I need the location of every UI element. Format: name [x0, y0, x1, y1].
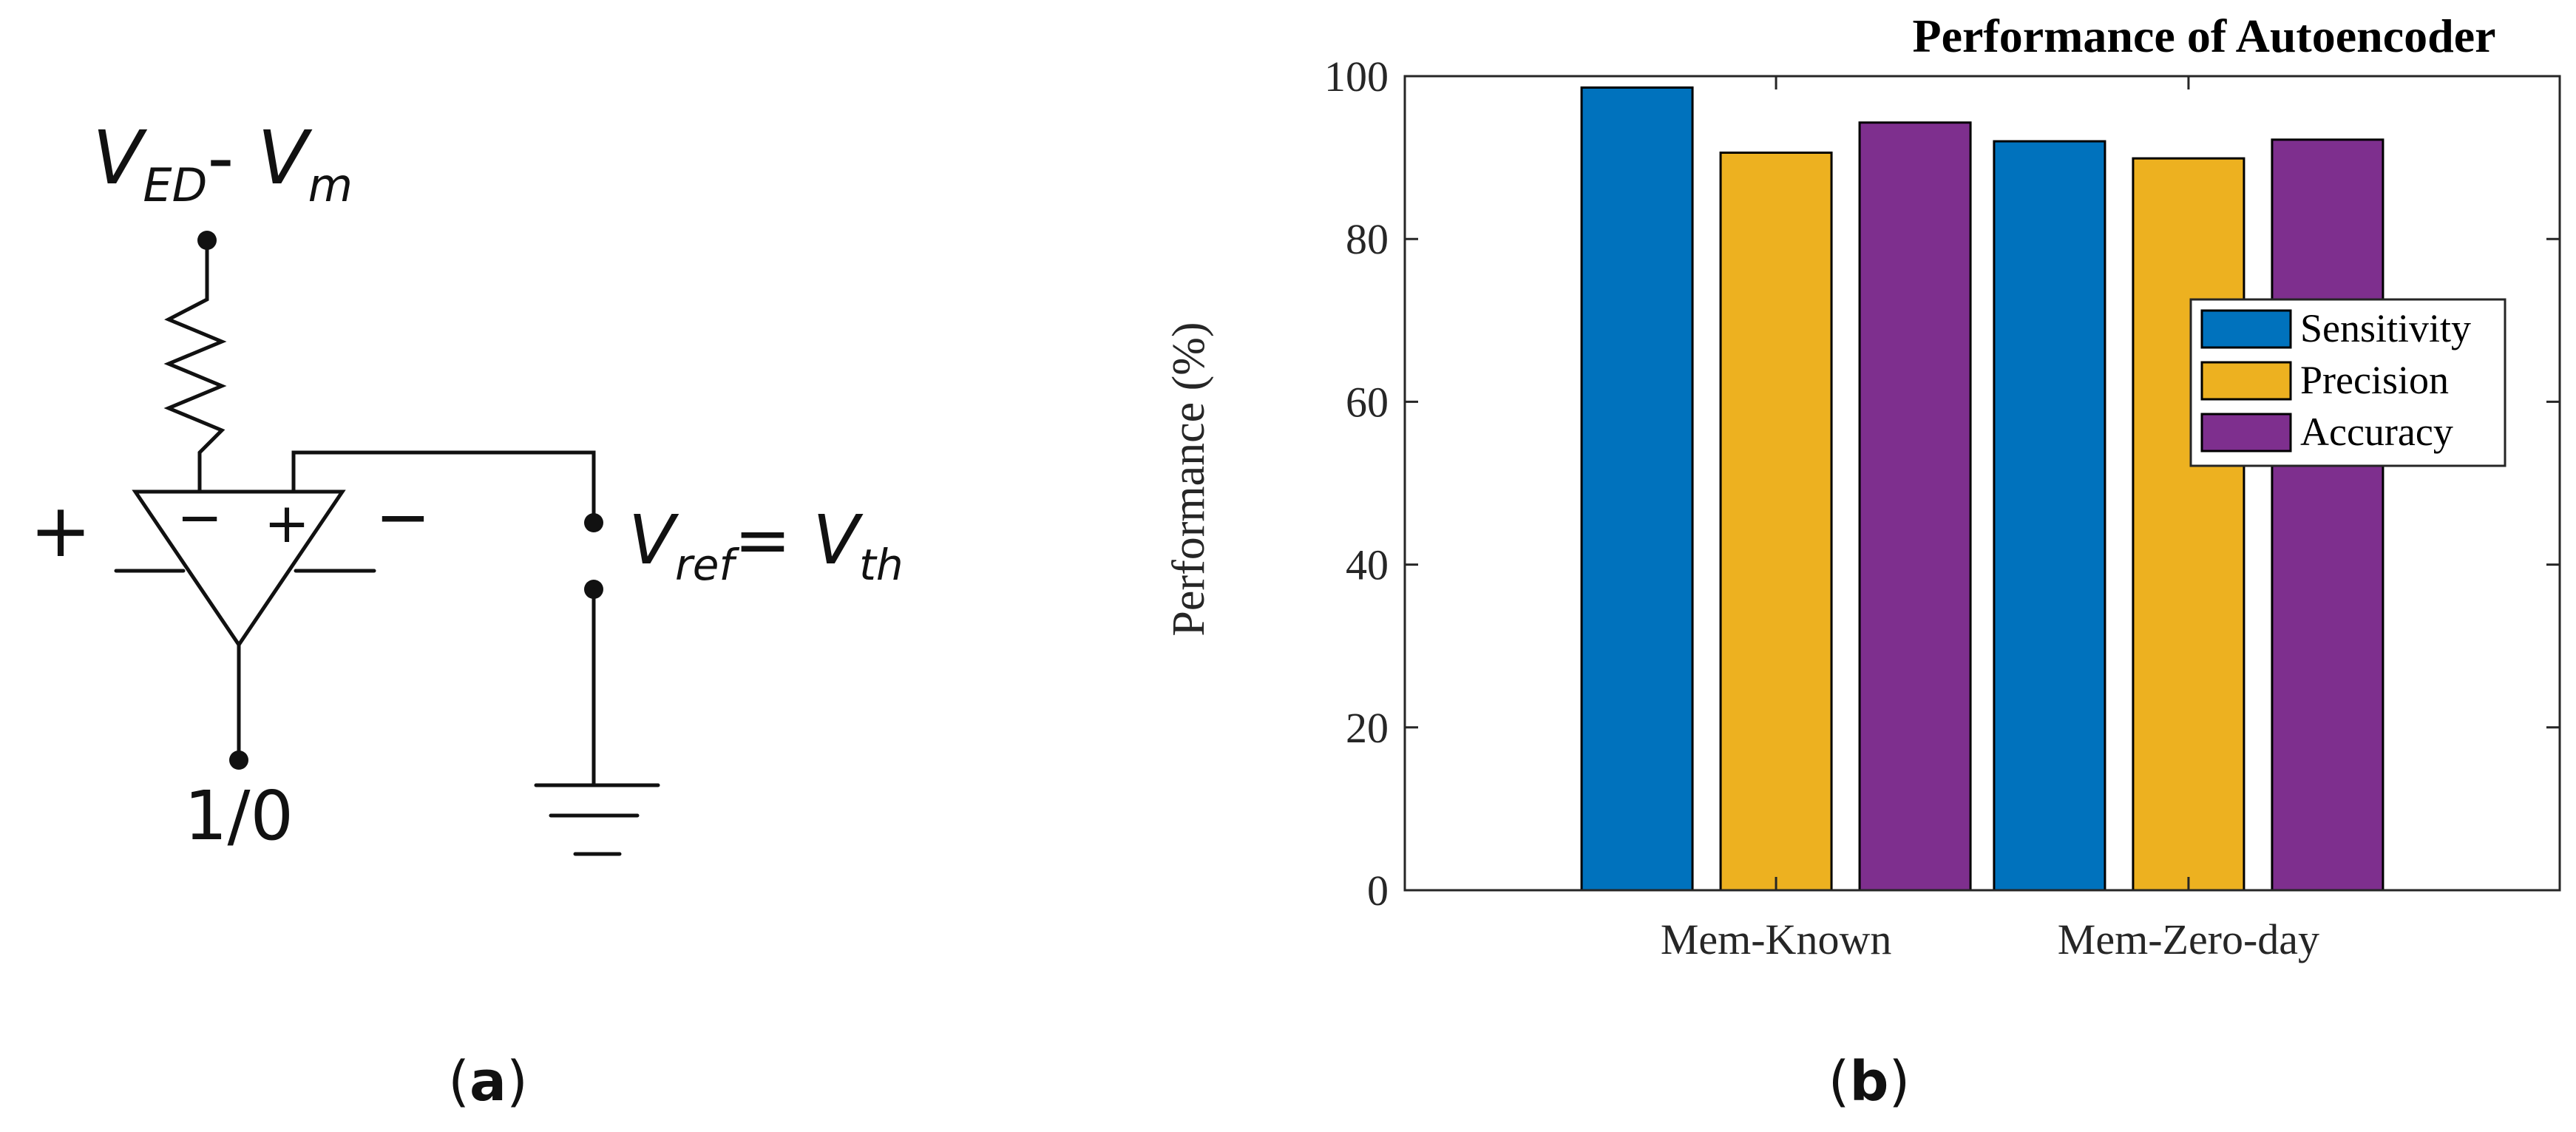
chart-title: Performance of Autoencoder	[1912, 10, 2495, 62]
reference-voltage-label: Vref= Vth	[628, 501, 904, 590]
bar-accuracy-mem-zero-day	[2271, 138, 2385, 892]
circuit-labels: VED- Vm Vref= Vth 1/0 + − − +	[30, 115, 904, 855]
x-tick-label: Mem-Zero-day	[2058, 915, 2319, 963]
bar-precision-mem-known	[1719, 151, 1833, 892]
y-axis-label: Performance (%)	[1164, 322, 1214, 636]
right-minus-sign: −	[375, 478, 430, 556]
y-tick-label: 0	[1367, 867, 1389, 915]
caption-b: (b)	[1828, 1050, 1911, 1114]
bar-series-group	[1580, 86, 2385, 892]
chart-legend: Sensitivity Precision Accuracy	[2189, 298, 2506, 467]
ref-terminal-top	[584, 513, 603, 532]
legend-label-precision: Precision	[2300, 358, 2449, 402]
legend-label-sensitivity: Sensitivity	[2300, 306, 2471, 350]
bar-sensitivity-mem-zero-day	[1993, 140, 2106, 892]
bar-precision-mem-zero-day	[2132, 157, 2245, 892]
output-label: 1/0	[184, 776, 294, 855]
y-tick-label: 60	[1346, 378, 1389, 426]
supply-voltage-label: VED- Vm	[92, 115, 353, 212]
legend-swatch-accuracy	[2200, 413, 2292, 453]
legend-swatch-sensitivity	[2200, 309, 2292, 349]
inverting-input-sign: −	[177, 486, 223, 549]
legend-swatch-precision	[2200, 361, 2292, 401]
resistor	[163, 238, 227, 494]
legend-label-accuracy: Accuracy	[2300, 410, 2453, 454]
bar-chart: Performance of Autoencoder Performance (…	[1164, 10, 2561, 963]
caption-a: (a)	[448, 1050, 528, 1114]
ground-icon	[534, 783, 660, 856]
x-axis-ticks: Mem-Known Mem-Zero-day	[1661, 76, 2319, 963]
plot-area-frame	[1403, 75, 2561, 892]
noninverting-input-sign: +	[264, 492, 310, 555]
circuit-diagram	[114, 231, 660, 856]
y-tick-label: 20	[1346, 704, 1389, 752]
output-terminal-node	[229, 750, 248, 770]
y-axis-ticks: 0 20 40 60 80 100	[1324, 52, 2560, 915]
y-tick-label: 100	[1324, 52, 1389, 101]
y-tick-label: 80	[1346, 215, 1389, 263]
left-plus-sign: +	[30, 487, 92, 574]
bar-sensitivity-mem-known	[1580, 86, 1694, 892]
bar-accuracy-mem-known	[1858, 121, 1972, 892]
comparator-triangle	[132, 489, 346, 648]
x-tick-label: Mem-Known	[1661, 915, 1892, 963]
y-tick-label: 40	[1346, 541, 1389, 589]
reference-wire	[291, 450, 596, 523]
